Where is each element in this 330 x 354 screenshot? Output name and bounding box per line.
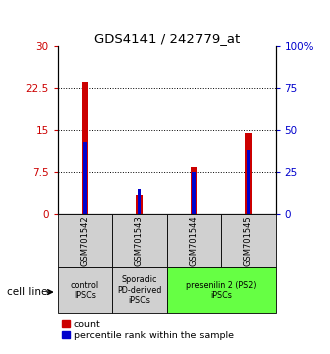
Text: control
IPSCs: control IPSCs (71, 281, 99, 300)
Legend: count, percentile rank within the sample: count, percentile rank within the sample (62, 320, 234, 340)
Text: GSM701544: GSM701544 (189, 215, 198, 266)
Bar (82, 82, 88, 214)
Bar (191, 166, 197, 214)
Bar (83, 142, 86, 214)
Bar (247, 150, 250, 214)
Bar (245, 133, 251, 214)
Bar (112, 267, 167, 313)
Bar (112, 214, 167, 267)
Text: GSM701542: GSM701542 (81, 215, 89, 266)
Text: presenilin 2 (PS2)
iPSCs: presenilin 2 (PS2) iPSCs (186, 281, 256, 300)
Bar (192, 172, 195, 214)
Bar (58, 267, 112, 313)
Bar (167, 214, 221, 267)
Text: Sporadic
PD-derived
iPSCs: Sporadic PD-derived iPSCs (117, 275, 162, 305)
Text: GSM701545: GSM701545 (244, 215, 253, 266)
Bar (136, 195, 143, 214)
Title: GDS4141 / 242779_at: GDS4141 / 242779_at (93, 32, 240, 45)
Bar (221, 214, 276, 267)
Bar (58, 214, 112, 267)
Text: cell line: cell line (7, 287, 47, 297)
Bar (138, 189, 141, 214)
Text: GSM701543: GSM701543 (135, 215, 144, 266)
Bar (167, 267, 276, 313)
